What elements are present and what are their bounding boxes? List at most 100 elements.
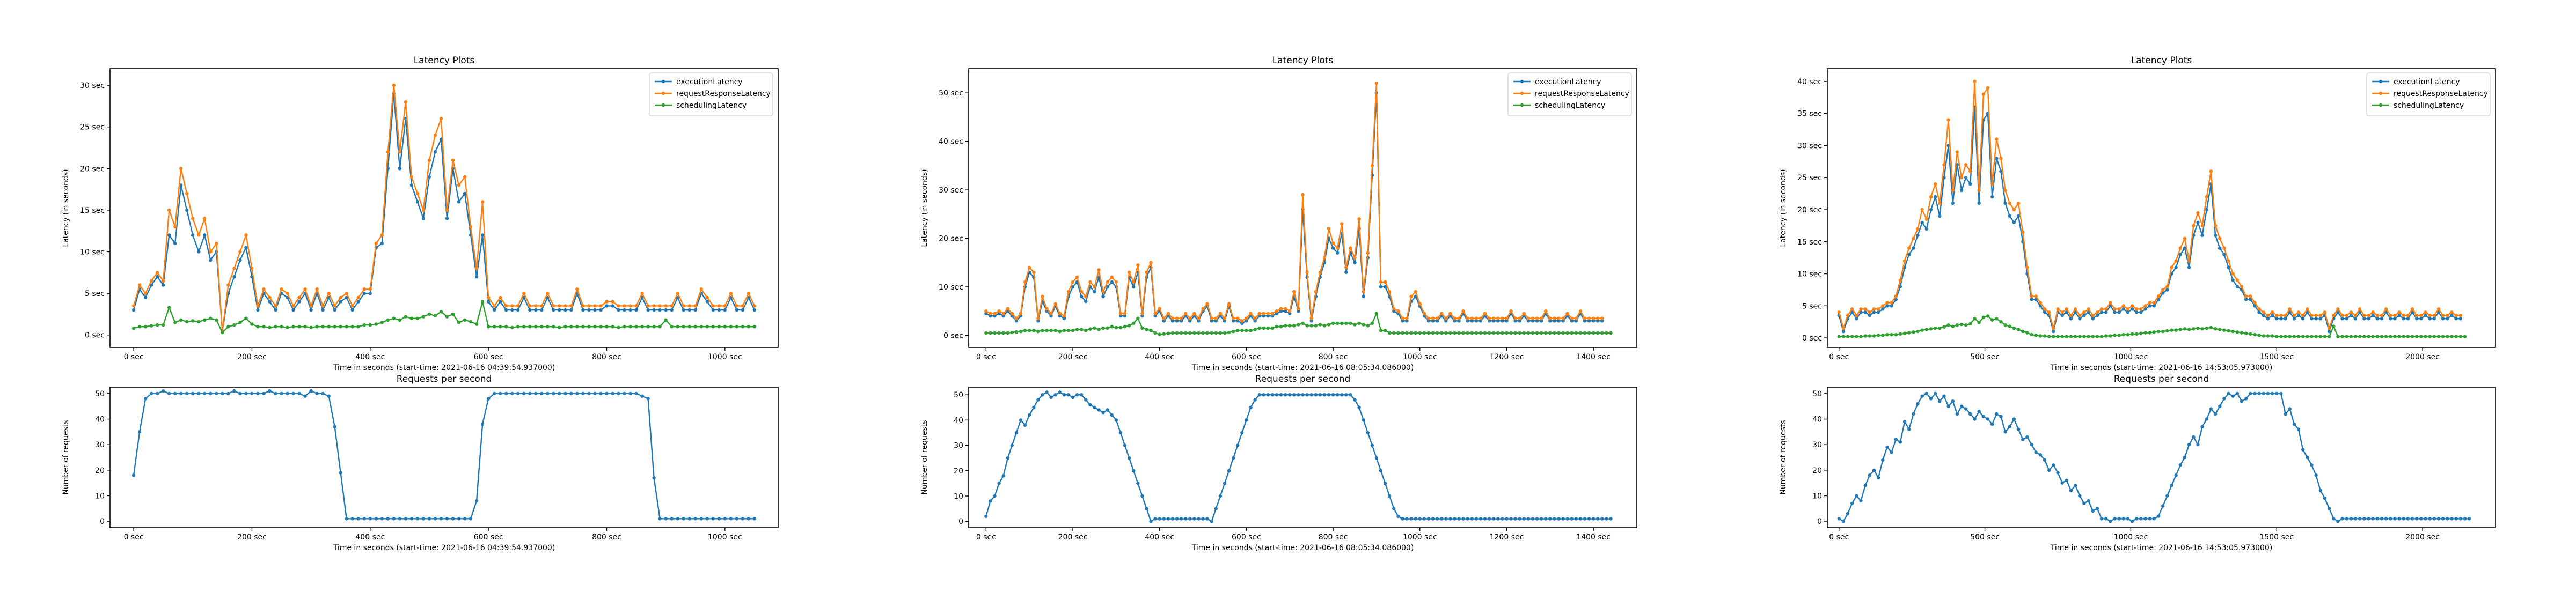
data-point xyxy=(2340,517,2344,521)
data-point xyxy=(1518,319,1521,323)
data-point xyxy=(605,304,609,308)
data-point xyxy=(1868,334,1871,338)
data-point xyxy=(256,304,260,308)
data-point xyxy=(1535,316,1539,320)
data-point xyxy=(1955,412,1959,416)
data-point xyxy=(1084,294,1088,299)
data-point xyxy=(2034,294,2038,298)
data-point xyxy=(2314,335,2318,338)
data-point xyxy=(1841,326,1846,330)
data-point xyxy=(250,391,254,396)
data-point xyxy=(984,514,988,518)
data-point xyxy=(2099,517,2104,521)
data-point xyxy=(1205,302,1209,306)
data-point xyxy=(1136,316,1140,320)
data-point xyxy=(1331,393,1335,397)
data-point xyxy=(2099,335,2104,338)
data-point xyxy=(558,308,561,312)
data-point xyxy=(1240,431,1244,435)
data-point xyxy=(1501,517,1504,521)
data-point xyxy=(2402,517,2405,521)
data-point xyxy=(2257,310,2261,314)
data-point xyxy=(2196,211,2200,215)
data-point xyxy=(191,319,195,323)
data-point xyxy=(2087,307,2090,311)
data-point xyxy=(1574,319,1578,323)
data-point xyxy=(339,300,342,304)
data-point xyxy=(617,325,620,329)
data-point xyxy=(1214,316,1218,320)
data-point xyxy=(1855,314,1858,317)
data-point xyxy=(1210,316,1213,320)
data-point xyxy=(1859,335,1863,338)
legend-marker xyxy=(1520,103,1524,107)
data-point xyxy=(1929,195,1933,199)
data-point xyxy=(611,391,614,396)
data-point xyxy=(2052,335,2055,338)
data-point xyxy=(1231,319,1235,323)
data-point xyxy=(2161,288,2165,292)
data-point xyxy=(699,287,704,291)
data-point xyxy=(1340,222,1344,226)
data-point xyxy=(350,308,354,312)
data-point xyxy=(2367,317,2370,321)
data-point xyxy=(1097,328,1101,331)
data-point xyxy=(670,517,674,521)
data-point xyxy=(2371,310,2375,314)
data-point xyxy=(2043,458,2047,462)
legend-marker xyxy=(1520,91,1524,95)
data-point xyxy=(2397,335,2401,338)
data-point xyxy=(333,304,336,308)
data-point xyxy=(1453,316,1457,320)
data-point xyxy=(1340,393,1344,397)
data-point xyxy=(581,304,585,308)
data-point xyxy=(1253,316,1257,320)
data-point xyxy=(1396,331,1400,335)
y-tick-label: 25 sec xyxy=(80,123,105,132)
data-point xyxy=(1236,319,1240,323)
data-point xyxy=(2073,335,2077,338)
data-point xyxy=(1405,517,1409,521)
data-point xyxy=(2174,259,2178,263)
data-point xyxy=(640,325,644,329)
data-point xyxy=(2126,310,2130,314)
data-point xyxy=(2143,307,2147,311)
data-point xyxy=(2446,317,2449,321)
data-point xyxy=(1863,310,1867,314)
data-point xyxy=(2139,307,2143,311)
data-point xyxy=(179,183,183,187)
data-point xyxy=(1496,319,1500,323)
data-point xyxy=(1548,319,1552,323)
data-point xyxy=(226,283,230,287)
data-point xyxy=(2043,307,2047,311)
data-point xyxy=(1118,431,1123,435)
data-point xyxy=(2432,517,2436,521)
data-point xyxy=(1426,319,1431,323)
data-point xyxy=(1279,324,1283,329)
data-point xyxy=(2292,422,2296,426)
data-point xyxy=(1999,415,2003,418)
data-point xyxy=(1938,201,1942,205)
chart-title: Requests per second xyxy=(2114,374,2209,384)
data-point xyxy=(1881,334,1885,337)
data-point xyxy=(1570,319,1574,323)
data-point xyxy=(2323,310,2327,314)
data-point xyxy=(1837,335,1841,338)
data-point xyxy=(705,517,709,521)
data-point xyxy=(1284,324,1287,328)
data-point xyxy=(1223,482,1227,485)
data-point xyxy=(256,308,260,312)
data-point xyxy=(1284,307,1287,310)
data-point xyxy=(457,183,461,187)
data-point xyxy=(203,318,207,322)
legend-label: requestResponseLatency xyxy=(1535,90,1629,98)
data-point xyxy=(1093,290,1096,294)
data-point xyxy=(333,308,336,312)
data-point xyxy=(2253,301,2257,305)
data-point xyxy=(699,517,704,521)
data-point xyxy=(1876,476,1880,480)
legend-label: executionLatency xyxy=(1535,78,1601,86)
data-point xyxy=(415,316,420,320)
data-point xyxy=(993,331,997,335)
data-point xyxy=(1145,328,1148,331)
